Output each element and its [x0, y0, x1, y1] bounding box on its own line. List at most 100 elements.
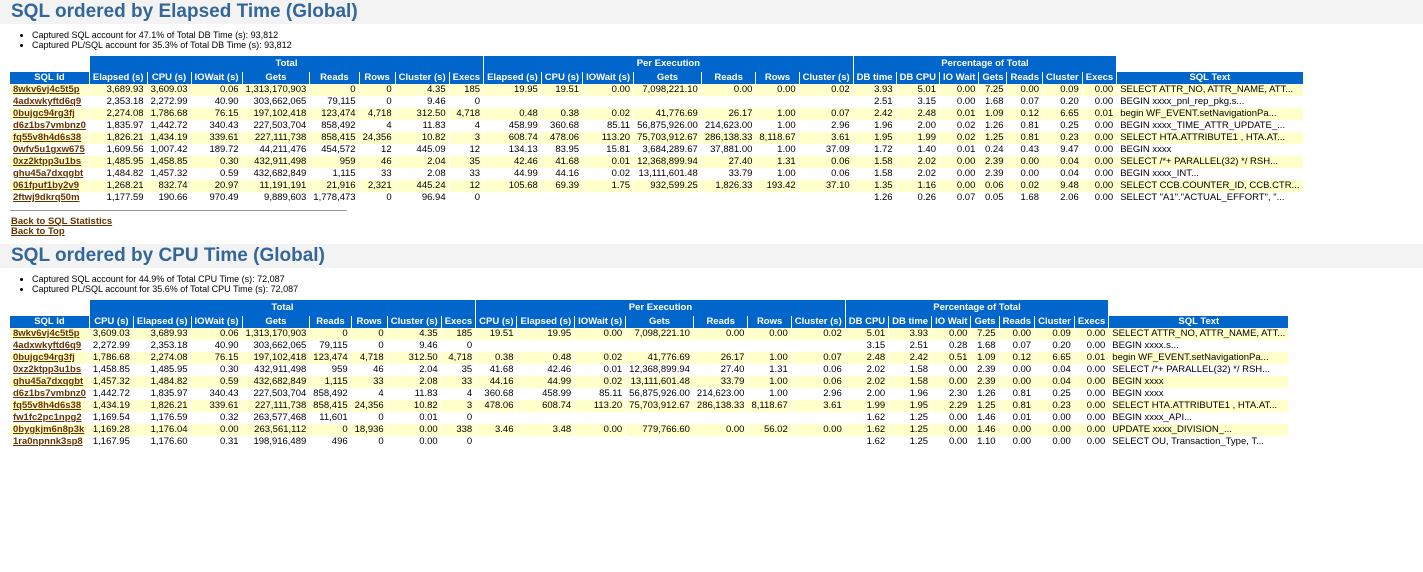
metric-cell: 6.65: [1034, 352, 1075, 364]
sql-id-link[interactable]: 2ftwj9dkrq50m: [13, 192, 80, 203]
metric-cell: 5.01: [896, 84, 940, 96]
table-row: 4adxwkyftd6q9 2,272.99 2,353.18 40.90 303,66…: [10, 340, 1290, 352]
metric-cell: 19.95: [483, 84, 542, 96]
metric-cell: 0.00: [999, 376, 1036, 388]
sql-id-link[interactable]: fq55v8h4d6s38: [13, 400, 82, 411]
metric-cell: 123,474: [309, 108, 360, 120]
metric-cell: 2,272.99: [147, 96, 192, 108]
metric-cell: 0.02: [582, 108, 635, 120]
table-row: 8wkv6vj4c5t5p 3,609.03 3,689.93 0.06 1,313,1…: [10, 328, 1290, 340]
metric-cell: 1,458.85: [89, 364, 134, 376]
metric-cell: 41,776.69: [633, 108, 702, 120]
metric-cell: 1.25: [888, 436, 933, 448]
column-header: Cluster (s): [799, 72, 854, 84]
metric-cell: 0.00: [1082, 144, 1118, 156]
column-header: Reads: [309, 316, 352, 328]
metric-cell: 0.01: [574, 364, 627, 376]
metric-cell: 1.58: [853, 156, 897, 168]
metric-cell: 1.00: [755, 144, 800, 156]
sql-id-link[interactable]: 0xz2ktpp3u1bs: [13, 364, 82, 375]
metric-cell: 0.38: [475, 352, 518, 364]
metric-cell: 1,442.72: [147, 120, 192, 132]
table-row: 061fpuf1by2v9 1,268.21 832.74 20.97 11,191,1…: [10, 180, 1304, 192]
metric-cell: 42.46: [516, 364, 576, 376]
sql-id-link[interactable]: 8wkv6vj4c5t5p: [13, 328, 80, 339]
metric-cell: 478.06: [475, 400, 518, 412]
metric-cell: 0.00: [999, 364, 1036, 376]
metric-cell: 4: [351, 388, 388, 400]
sql-id-link[interactable]: 8wkv6vj4c5t5p: [13, 84, 80, 95]
sql-id-link[interactable]: d6z1bs7vmbnz0: [13, 120, 86, 131]
sql-id-cell: 0wfv5u1gxw675: [10, 144, 90, 156]
sql-id-link[interactable]: 4adxwkyftd6q9: [13, 96, 82, 107]
sql-id-link[interactable]: d6z1bs7vmbnz0: [13, 388, 86, 399]
sql-id-link[interactable]: 1ra0npnnk3sp8: [13, 436, 83, 447]
metric-cell: [747, 340, 792, 352]
sql-id-link[interactable]: fq55v8h4d6s38: [13, 132, 82, 143]
sql-id-link[interactable]: 0bygkjm6n8p3k: [13, 424, 85, 435]
metric-cell: 75,703,912.67: [625, 400, 694, 412]
sql-id-link[interactable]: fw1fc2pc1npg2: [13, 412, 82, 423]
metric-cell: 1.09: [970, 352, 1000, 364]
metric-cell: 96.94: [395, 192, 450, 204]
sql-id-link[interactable]: 0bujgc94rg3fj: [13, 108, 75, 119]
metric-cell: 0: [359, 84, 396, 96]
metric-cell: [516, 340, 576, 352]
column-header: IO Wait: [931, 316, 972, 328]
metric-cell: 1,115: [309, 376, 352, 388]
metric-cell: 0.00: [1074, 424, 1110, 436]
metric-cell: 0.05: [978, 192, 1008, 204]
metric-cell: 40.90: [191, 340, 243, 352]
metric-cell: 0: [449, 96, 485, 108]
column-header: Rows: [359, 72, 396, 84]
sql-id-link[interactable]: ghu45a7dxqgbt: [13, 376, 84, 387]
metric-cell: 1.35: [853, 180, 897, 192]
column-header: Gets: [970, 316, 1000, 328]
metric-cell: 1.25: [978, 132, 1008, 144]
column-header: Execs: [1074, 316, 1110, 328]
metric-cell: 0.25: [1034, 388, 1075, 400]
metric-cell: 35: [441, 364, 477, 376]
metric-cell: 0: [309, 328, 352, 340]
sql-id-link[interactable]: 0bujgc94rg3fj: [13, 352, 75, 363]
metric-cell: 339.61: [191, 132, 243, 144]
metric-cell: 1.75: [582, 180, 635, 192]
metric-cell: 214,623.00: [693, 388, 749, 400]
metric-cell: [483, 192, 542, 204]
metric-cell: 1,826.33: [701, 180, 757, 192]
metric-cell: [625, 340, 694, 352]
back-to-top-link[interactable]: Back to Top: [11, 226, 65, 237]
metric-cell: 12: [359, 144, 396, 156]
metric-cell: 2.29: [931, 400, 972, 412]
metric-cell: 0.31: [191, 436, 243, 448]
metric-cell: [541, 192, 584, 204]
sql-id-link[interactable]: 4adxwkyftd6q9: [13, 340, 82, 351]
sql-id-link[interactable]: ghu45a7dxqgbt: [13, 168, 84, 179]
metric-cell: 12: [449, 180, 485, 192]
metric-cell: 0.00: [1082, 84, 1118, 96]
metric-cell: 6.65: [1042, 108, 1083, 120]
sql-id-link[interactable]: 061fpuf1by2v9: [13, 180, 80, 191]
sql-id-link[interactable]: 0xz2ktpp3u1bs: [13, 156, 82, 167]
sql-text-cell: SELECT OU, Transaction_Type, T...: [1108, 436, 1290, 448]
metric-cell: 4.35: [387, 328, 442, 340]
table-row: 4adxwkyftd6q9 2,353.18 2,272.99 40.90 303,66…: [10, 96, 1304, 108]
sql-text-cell: SELECT "A1"."ACTUAL_EFFORT", "...: [1116, 192, 1304, 204]
metric-cell: 41,776.69: [625, 352, 694, 364]
metric-cell: 85.11: [574, 388, 627, 400]
metric-cell: 2,353.18: [89, 96, 148, 108]
metric-cell: 185: [441, 328, 477, 340]
metric-cell: 608.74: [516, 400, 576, 412]
sql-text-cell: begin WF_EVENT.setNavigationPa...: [1108, 352, 1290, 364]
metric-cell: 76.15: [191, 108, 243, 120]
column-header: IOWait (s): [574, 316, 627, 328]
metric-cell: 0.04: [1034, 364, 1075, 376]
metric-cell: [791, 412, 846, 424]
header-spacer: [1108, 300, 1290, 316]
back-to-sql-statistics-link[interactable]: Back to SQL Statistics: [11, 216, 113, 227]
metric-cell: 3.93: [853, 84, 897, 96]
metric-cell: 432,682,849: [242, 376, 311, 388]
column-header: Rows: [747, 316, 792, 328]
sql-id-link[interactable]: 0wfv5u1gxw675: [13, 144, 85, 155]
metric-cell: 432,682,849: [242, 168, 311, 180]
